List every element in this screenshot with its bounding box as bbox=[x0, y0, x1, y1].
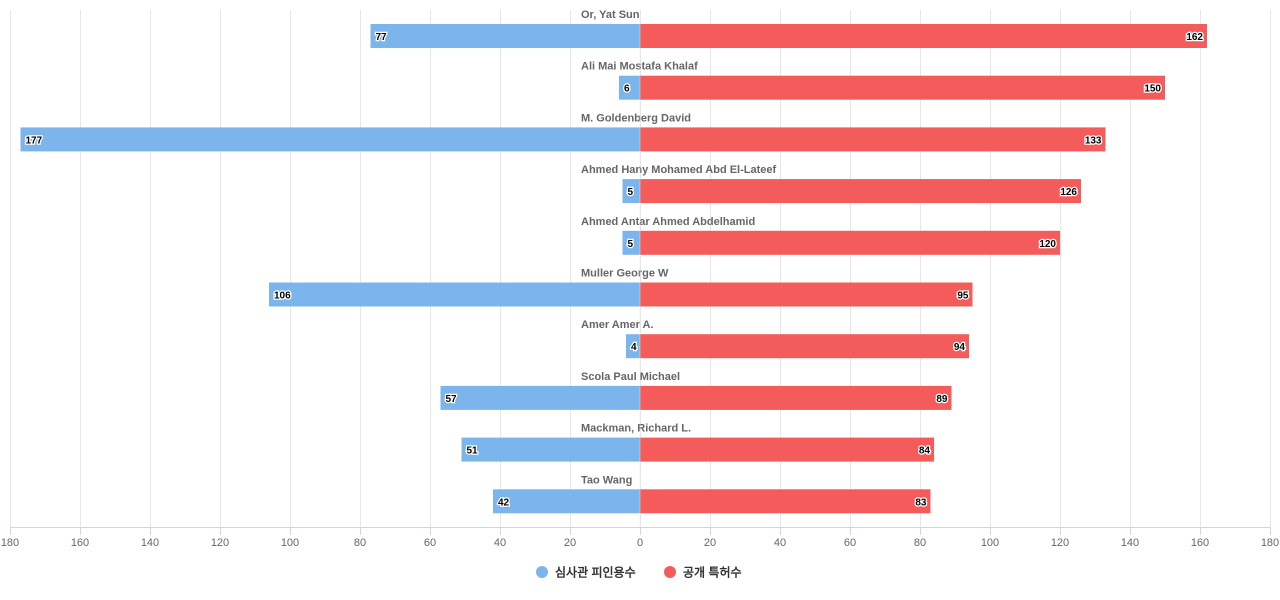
x-tick-label: 20 bbox=[564, 537, 576, 549]
x-tick-label: 160 bbox=[71, 537, 89, 549]
category-label: Scola Paul Michael bbox=[581, 371, 680, 383]
data-label-left: 106 bbox=[274, 291, 291, 302]
bars bbox=[20, 24, 1207, 514]
category-label: Tao Wang bbox=[581, 474, 632, 486]
data-label-right: 133 bbox=[1085, 135, 1102, 146]
bar-right[interactable] bbox=[640, 179, 1081, 204]
category-label: Ahmed Antar Ahmed Abdelhamid bbox=[581, 216, 755, 228]
data-label-right: 150 bbox=[1144, 84, 1161, 95]
legend-item[interactable]: 심사관 피인용수 bbox=[536, 565, 636, 580]
bar-right[interactable] bbox=[640, 127, 1106, 152]
x-tick-label: 180 bbox=[1261, 537, 1279, 549]
data-label-left: 5 bbox=[628, 187, 634, 198]
x-tick-label: 80 bbox=[914, 537, 926, 549]
x-tick-label: 80 bbox=[354, 537, 366, 549]
x-tick-label: 20 bbox=[704, 537, 716, 549]
data-label-left: 177 bbox=[26, 135, 43, 146]
x-tick-label: 40 bbox=[494, 537, 506, 549]
data-label-right: 120 bbox=[1039, 239, 1056, 250]
bar-right[interactable] bbox=[640, 75, 1165, 100]
bar-right[interactable] bbox=[640, 385, 952, 410]
x-tick-label: 140 bbox=[141, 537, 159, 549]
bar-right[interactable] bbox=[640, 230, 1060, 255]
x-tick-label: 100 bbox=[281, 537, 299, 549]
bar-left[interactable] bbox=[622, 179, 641, 204]
legend: 심사관 피인용수 공개 특허수 bbox=[536, 565, 742, 580]
x-axis-ticks: 180 160 140 120 100 80 60 40 20 0 20 40 60 80 100 120 14… bbox=[1, 527, 1279, 549]
category-label: Or, Yat Sun bbox=[581, 9, 640, 21]
data-label-left: 4 bbox=[631, 342, 637, 353]
bar-left[interactable] bbox=[619, 75, 640, 100]
data-label-left: 42 bbox=[498, 497, 510, 508]
x-tick-label: 60 bbox=[844, 537, 856, 549]
x-tick-label: 40 bbox=[774, 537, 786, 549]
bar-right[interactable] bbox=[640, 489, 931, 514]
category-labels: Or, Yat Sun Ali Mai Mostafa Khalaf M. Gold… bbox=[581, 9, 777, 486]
data-labels: 77 162 6 150 177 133 5 126 5 120 106 95 4 94 57 89 51 84 4… bbox=[24, 31, 1204, 510]
data-label-right: 83 bbox=[915, 497, 927, 508]
data-label-left: 57 bbox=[446, 394, 458, 405]
bar-left[interactable] bbox=[493, 489, 640, 514]
bar-left[interactable] bbox=[461, 437, 641, 462]
x-tick-label: 120 bbox=[1051, 537, 1069, 549]
category-label: Ali Mai Mostafa Khalaf bbox=[581, 61, 698, 73]
bar-right[interactable] bbox=[640, 334, 969, 359]
data-label-right: 126 bbox=[1060, 187, 1077, 198]
category-label: Muller George W bbox=[581, 268, 669, 280]
legend-item[interactable]: 공개 특허수 bbox=[664, 565, 742, 580]
data-label-left: 6 bbox=[624, 84, 630, 95]
data-label-right: 162 bbox=[1186, 32, 1203, 43]
category-label: Ahmed Hany Mohamed Abd El-Lateef bbox=[581, 164, 777, 176]
category-label: M. Goldenberg David bbox=[581, 112, 691, 124]
x-tick-label: 0 bbox=[637, 537, 643, 549]
bar-left[interactable] bbox=[626, 334, 640, 359]
bar-left[interactable] bbox=[20, 127, 641, 152]
x-tick-label: 160 bbox=[1191, 537, 1209, 549]
x-tick-label: 120 bbox=[211, 537, 229, 549]
bar-right[interactable] bbox=[640, 282, 973, 307]
x-tick-label: 100 bbox=[981, 537, 999, 549]
data-label-left: 51 bbox=[467, 446, 479, 457]
x-tick-label: 60 bbox=[424, 537, 436, 549]
x-tick-label: 180 bbox=[1, 537, 19, 549]
data-label-right: 84 bbox=[919, 446, 931, 457]
x-tick-label: 140 bbox=[1121, 537, 1139, 549]
bar-left[interactable] bbox=[269, 282, 640, 307]
bar-left[interactable] bbox=[622, 230, 641, 255]
category-label: Mackman, Richard L. bbox=[581, 423, 691, 435]
data-label-right: 94 bbox=[954, 342, 966, 353]
data-label-right: 95 bbox=[957, 291, 969, 302]
data-label-left: 5 bbox=[628, 239, 634, 250]
bar-left[interactable] bbox=[440, 385, 641, 410]
legend-marker bbox=[664, 566, 676, 578]
bar-right[interactable] bbox=[640, 437, 934, 462]
legend-marker bbox=[536, 566, 548, 578]
data-label-right: 89 bbox=[936, 394, 948, 405]
data-label-left: 77 bbox=[376, 32, 388, 43]
bar-right[interactable] bbox=[640, 24, 1207, 48]
legend-label: 공개 특허수 bbox=[683, 565, 742, 580]
category-label: Amer Amer A. bbox=[581, 319, 654, 331]
bar-left[interactable] bbox=[370, 24, 641, 48]
legend-label: 심사관 피인용수 bbox=[555, 565, 636, 580]
